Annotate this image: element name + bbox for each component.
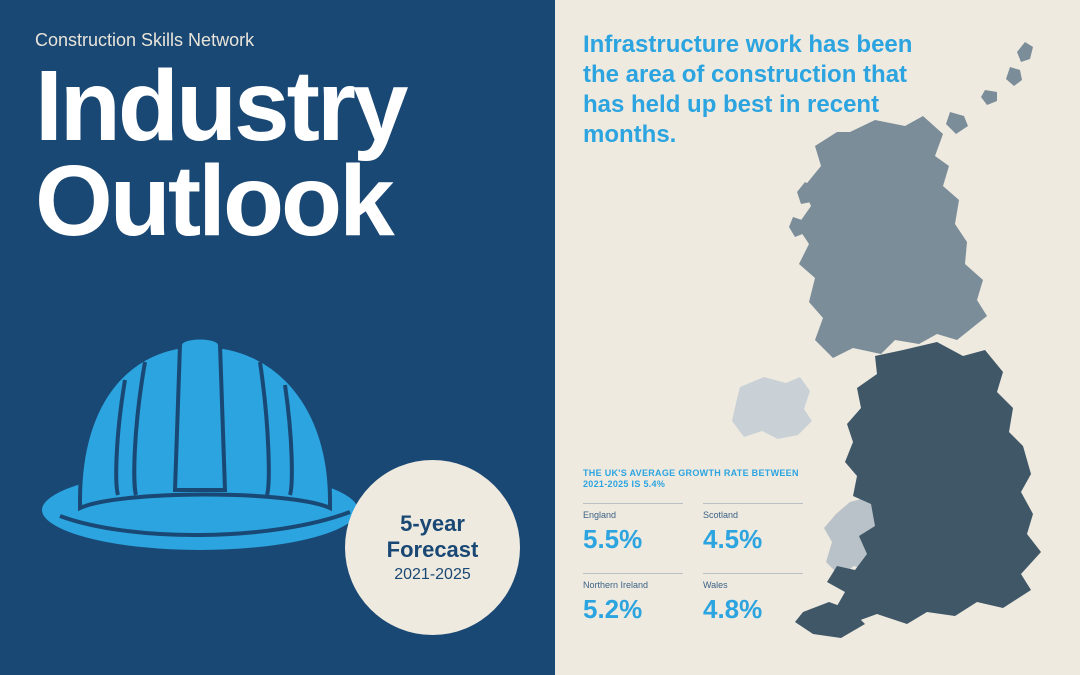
stat-value: 4.8% — [703, 594, 803, 625]
title-line-2: Outlook — [35, 145, 392, 257]
forecast-line-1: 5-year — [400, 511, 465, 536]
stat-wales: Wales 4.8% — [703, 573, 803, 625]
stat-value: 5.5% — [583, 524, 683, 555]
subtitle: Construction Skills Network — [35, 30, 520, 51]
stat-label: Wales — [703, 580, 803, 590]
stats-grid: England 5.5% Scotland 4.5% Northern Irel… — [583, 503, 803, 625]
stat-value: 5.2% — [583, 594, 683, 625]
stat-value: 4.5% — [703, 524, 803, 555]
left-panel: Construction Skills Network Industry Out… — [0, 0, 555, 675]
stats-block: THE UK'S AVERAGE GROWTH RATE BETWEEN 202… — [583, 468, 803, 625]
hardhat-icon — [30, 290, 380, 570]
forecast-line-2: Forecast — [387, 537, 479, 562]
main-title: Industry Outlook — [35, 59, 520, 249]
right-panel: Infrastructure work has been the area of… — [555, 0, 1080, 675]
stat-england: England 5.5% — [583, 503, 683, 555]
stat-label: Scotland — [703, 510, 803, 520]
stat-label: England — [583, 510, 683, 520]
forecast-years: 2021-2025 — [394, 566, 471, 584]
forecast-badge: 5-year Forecast 2021-2025 — [345, 460, 520, 635]
stat-label: Northern Ireland — [583, 580, 683, 590]
stats-caption: THE UK'S AVERAGE GROWTH RATE BETWEEN 202… — [583, 468, 803, 491]
stat-nireland: Northern Ireland 5.2% — [583, 573, 683, 625]
stat-scotland: Scotland 4.5% — [703, 503, 803, 555]
